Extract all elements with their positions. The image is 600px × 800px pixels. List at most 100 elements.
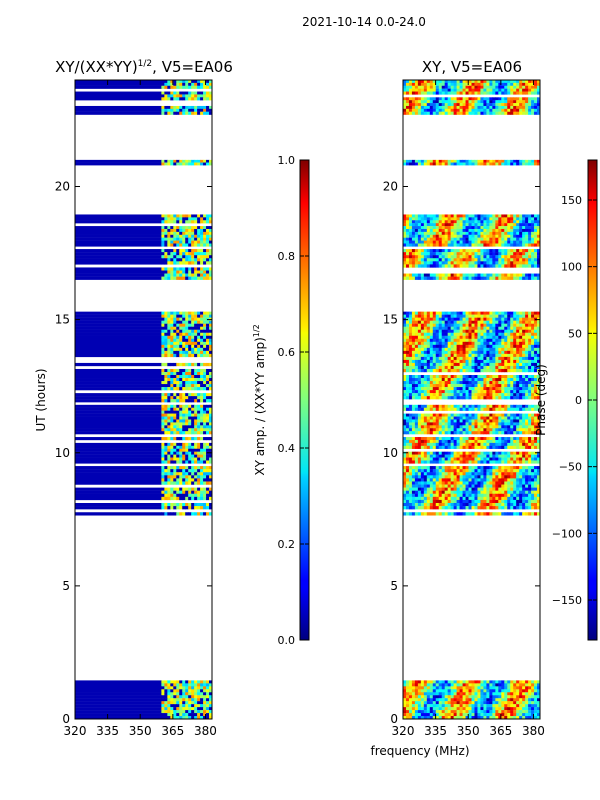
heatmap-cell — [197, 350, 201, 355]
heatmap-cell — [462, 499, 466, 504]
heatmap-cell — [441, 428, 446, 432]
heatmap-cell — [176, 713, 180, 717]
heatmap-cell — [200, 689, 204, 693]
heatmap-cell — [173, 94, 177, 98]
heatmap-cell — [504, 692, 508, 696]
heatmap-cell — [480, 338, 484, 343]
heatmap-cell — [170, 82, 174, 86]
heatmap-cell — [501, 422, 505, 426]
heatmap-cell — [516, 314, 520, 318]
heatmap-cell — [167, 695, 171, 699]
heatmap-cell — [447, 460, 452, 464]
heatmap-cell — [405, 359, 410, 364]
heatmap-cell — [179, 237, 183, 241]
heatmap-cell — [483, 707, 487, 711]
heatmap-cell — [164, 512, 168, 516]
heatmap-cell — [206, 344, 210, 349]
heatmap-cell — [403, 338, 407, 343]
heatmap-cell — [438, 478, 443, 482]
heatmap-cell — [188, 252, 192, 256]
heatmap-cell — [498, 490, 502, 494]
heatmap-cell — [480, 356, 484, 361]
heatmap-cell — [194, 683, 198, 687]
heatmap-cell — [519, 469, 523, 473]
heatmap-cell — [501, 503, 505, 507]
heatmap-cell — [516, 338, 520, 343]
heatmap-cell — [176, 381, 180, 385]
heatmap-cell — [167, 237, 171, 241]
heatmap-cell — [510, 710, 514, 714]
heatmap-cell — [170, 371, 174, 376]
heatmap-cell — [191, 701, 195, 705]
heatmap-cell — [209, 335, 213, 339]
heatmap-cell — [459, 329, 463, 333]
heatmap-cell — [176, 466, 180, 470]
heatmap-cell — [456, 713, 460, 717]
heatmap-cell — [450, 481, 455, 485]
heatmap-cell — [438, 437, 443, 441]
heatmap-cell — [170, 425, 174, 429]
heatmap-cell — [194, 460, 198, 464]
heatmap-cell — [522, 689, 526, 693]
heatmap-cell — [161, 94, 165, 98]
heatmap-cell — [173, 469, 177, 473]
heatmap-cell — [456, 311, 460, 315]
heatmap-cell — [176, 217, 180, 221]
heatmap-cell — [167, 416, 171, 420]
heatmap-cell — [414, 353, 419, 358]
heatmap-cell — [537, 445, 541, 449]
heatmap-cell — [513, 469, 517, 473]
heatmap-cell — [453, 437, 458, 441]
heatmap-cell — [510, 338, 514, 343]
heatmap-cell — [191, 80, 195, 84]
heatmap-cell — [531, 457, 535, 461]
heatmap-cell — [513, 332, 517, 336]
heatmap-cell — [483, 460, 487, 464]
heatmap-cell — [209, 214, 213, 218]
heatmap-cell — [408, 356, 413, 361]
heatmap-cell — [167, 368, 171, 373]
heatmap-cell — [492, 381, 496, 385]
heatmap-cell — [501, 683, 505, 687]
heatmap-cell — [501, 320, 505, 324]
heatmap-cell — [471, 499, 475, 504]
heatmap-cell — [176, 442, 180, 447]
heatmap-cell — [432, 387, 437, 391]
heatmap-cell — [474, 493, 478, 498]
heatmap-cell — [200, 695, 204, 699]
heatmap-cell — [429, 332, 434, 336]
heatmap-cell — [191, 228, 195, 233]
heatmap-cell — [438, 689, 443, 693]
heatmap-cell — [179, 487, 183, 491]
heatmap-cell — [438, 356, 443, 361]
heatmap-cell — [531, 404, 535, 408]
heatmap-cell — [185, 108, 189, 112]
heatmap-cell — [510, 344, 514, 349]
heatmap-cell — [209, 270, 213, 274]
heatmap-cell — [408, 431, 413, 435]
heatmap-cell — [432, 466, 437, 470]
heatmap-cell — [170, 428, 174, 432]
heatmap-cell — [164, 404, 168, 408]
heatmap-cell — [209, 503, 213, 507]
heatmap-cell — [498, 419, 502, 423]
heatmap-cell — [438, 407, 443, 411]
heatmap-cell — [450, 353, 455, 358]
heatmap-cell — [173, 686, 177, 690]
heatmap-cell — [197, 317, 201, 321]
heatmap-cell — [426, 496, 431, 501]
heatmap-cell — [411, 425, 416, 429]
heatmap-cell — [403, 686, 407, 690]
heatmap-cell — [507, 368, 511, 373]
heatmap-cell — [173, 220, 177, 224]
heatmap-cell — [203, 276, 207, 280]
heatmap-cell — [474, 457, 478, 461]
heatmap-cell — [203, 214, 207, 218]
heatmap-cell — [417, 701, 422, 705]
heatmap-cell — [465, 698, 469, 702]
heatmap-cell — [185, 407, 189, 411]
heatmap-cell — [477, 362, 481, 367]
heatmap-cell — [504, 404, 508, 408]
heatmap-cell — [200, 375, 204, 379]
heatmap-cell — [507, 454, 511, 458]
